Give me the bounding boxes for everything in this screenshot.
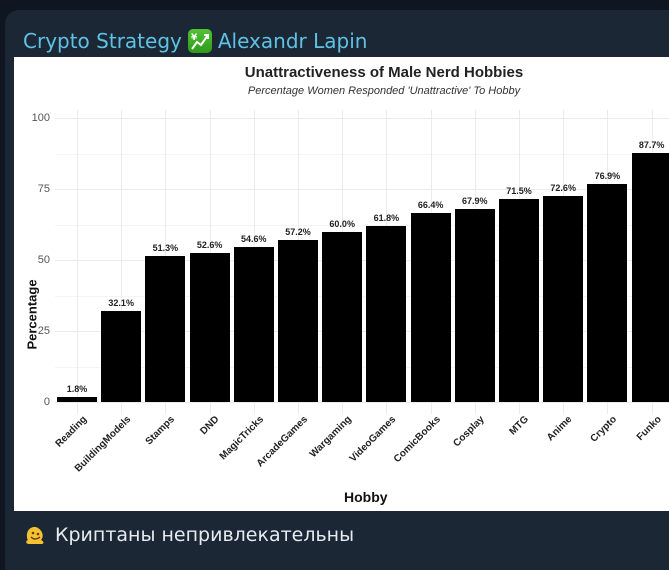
channel-name[interactable]: Crypto Strategy — [23, 29, 182, 53]
bar-magictricks — [233, 246, 274, 402]
bar-crypto — [587, 183, 628, 402]
bar-value-label: 54.6% — [241, 233, 267, 244]
bar-value-label: 87.7% — [638, 139, 665, 150]
gridline — [55, 118, 669, 119]
bar-value-label: 76.9% — [594, 170, 621, 181]
svg-text:¥: ¥ — [191, 33, 198, 43]
bar-value-label: 66.4% — [417, 200, 444, 211]
x-tick-label: ComicBooks — [391, 414, 443, 466]
y-tick-label: 25 — [37, 325, 50, 337]
gridline — [55, 402, 669, 403]
message-card: Crypto Strategy ¥ Alexandr Lapin Unattra… — [5, 10, 669, 570]
bar-wargaming — [322, 231, 363, 402]
chart-subtitle: Percentage Women Responded 'Unattractive… — [247, 85, 521, 97]
bar-value-label: 61.8% — [373, 213, 400, 224]
x-tick-label: Stamps — [143, 414, 178, 448]
x-tick-label: Wargaming — [308, 414, 355, 461]
x-tick-label: MagicTricks — [217, 414, 266, 463]
bar-dnd — [189, 252, 230, 402]
bar-value-label: 52.6% — [196, 239, 223, 250]
bar-value-label: 71.5% — [506, 185, 532, 196]
bar-value-label: 60.0% — [329, 218, 355, 229]
chart-title: Unattractiveness of Male Nerd Hobbies — [244, 64, 524, 81]
y-tick-label: 75 — [37, 183, 50, 195]
bar-value-label: 57.2% — [285, 226, 311, 237]
y-tick-label: 100 — [31, 112, 50, 124]
x-axis-label: Hobby — [344, 489, 388, 505]
x-tick-label: Anime — [545, 414, 575, 444]
x-tick-label: Reading — [53, 414, 90, 450]
x-tick-label: DND — [197, 414, 222, 438]
bar-anime — [543, 195, 584, 402]
bar-videogames — [366, 226, 407, 402]
vertical-gridline — [121, 110, 123, 414]
message-header: Crypto Strategy ¥ Alexandr Lapin — [23, 26, 367, 56]
melting-face-icon — [23, 523, 47, 547]
chart-increasing-with-yen-icon: ¥ — [187, 29, 212, 53]
bar-cosplay — [454, 209, 495, 402]
vertical-gridline — [77, 110, 78, 414]
bar-value-label: 1.8% — [66, 383, 88, 394]
chart-image[interactable]: Unattractiveness of Male Nerd Hobbies Pe… — [14, 57, 669, 511]
minor-gridline — [55, 224, 669, 226]
caption-text: Криптаны непривлекательны — [55, 524, 355, 546]
bar-reading — [57, 396, 97, 402]
bar-value-label: 67.9% — [462, 196, 488, 207]
gridline — [55, 189, 669, 190]
x-tick-label: Crypto — [588, 414, 620, 445]
author-name[interactable]: Alexandr Lapin — [217, 29, 368, 53]
message-caption: Криптаны непривлекательны — [23, 520, 354, 550]
y-tick-label: 0 — [43, 396, 50, 408]
bar-mtg — [499, 198, 539, 402]
bar-funko — [631, 152, 669, 402]
x-tick-label: Cosplay — [451, 414, 487, 450]
bar-arcadegames — [278, 239, 318, 402]
minor-gridline — [55, 153, 669, 155]
bar-value-label: 72.6% — [550, 182, 576, 193]
bar-value-label: 51.3% — [152, 243, 179, 254]
bar-stamps — [145, 256, 186, 402]
bar-value-label: 32.1% — [108, 297, 134, 308]
x-tick-label: MTG — [507, 414, 531, 438]
y-tick-label: 50 — [37, 254, 50, 266]
bar-buildingmodels — [101, 310, 142, 402]
bar-comicbooks — [410, 213, 451, 402]
plot-area: 0 25 50 75 100 1.8% Reading 32.1% BuildingModels… — [14, 57, 669, 511]
x-tick-label: Funko — [634, 414, 664, 443]
